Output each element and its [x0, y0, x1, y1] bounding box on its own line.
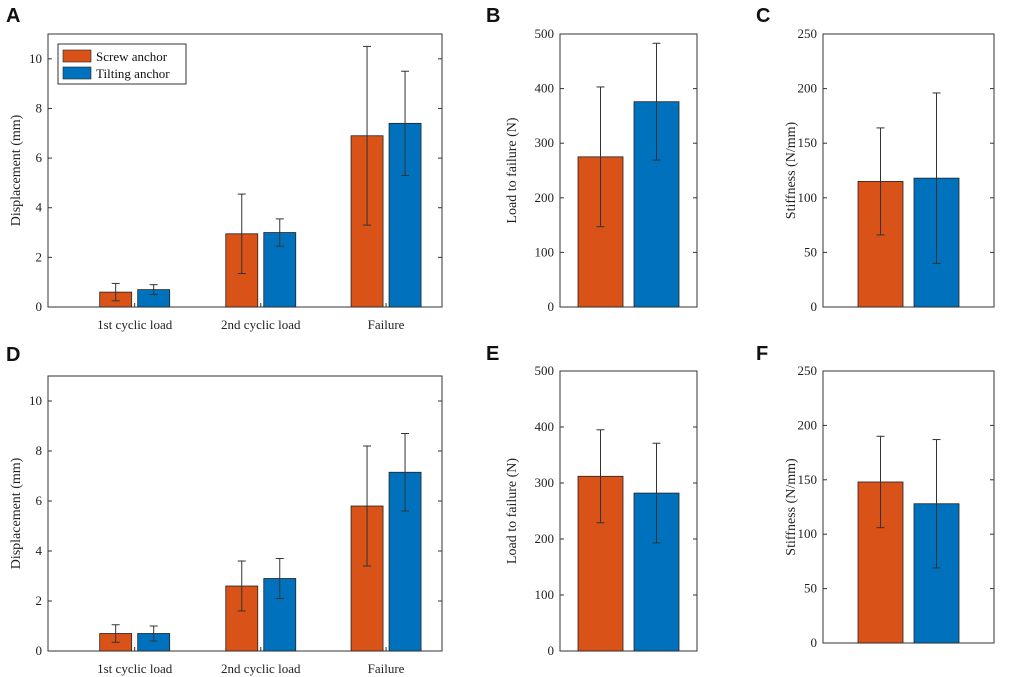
error-bar — [275, 218, 284, 247]
bar-tilting-anchor — [913, 503, 960, 644]
chart-panel-d: D 0 2 4 6 8 10 Displacement (mm) 1st cyclic load… — [6, 344, 443, 676]
y-axis-label: Stiffness (N/mm) — [784, 458, 799, 556]
y-tick-label: 200 — [798, 81, 818, 96]
y-tick-label: 0 — [811, 299, 818, 314]
error-bar — [596, 86, 605, 228]
error-bar — [401, 433, 410, 512]
y-tick-label: 6 — [36, 493, 43, 508]
y-tick-label: 150 — [798, 472, 818, 487]
y-tick-label: 2 — [36, 593, 43, 608]
x-tick-label: 1st cyclic load — [97, 661, 173, 676]
y-tick-label: 150 — [798, 135, 818, 150]
error-bar — [652, 442, 661, 544]
y-axis-label: Displacement (mm) — [9, 457, 24, 569]
legend-label: Tilting anchor — [96, 66, 170, 81]
chart-panel-f: F 0 50 100 150 200 250 Stiffness (N/mm) — [756, 343, 995, 650]
panel-label: F — [756, 343, 768, 365]
legend-swatch — [62, 66, 92, 80]
panel-label: E — [486, 343, 499, 365]
y-tick-label: 4 — [36, 200, 43, 215]
y-tick-label: 10 — [29, 393, 42, 408]
y-tick-label: 200 — [535, 190, 555, 205]
y-axis-label: Load to failure (N) — [505, 117, 520, 223]
y-tick-label: 100 — [798, 190, 818, 205]
error-bar — [149, 284, 158, 296]
y-tick-label: 400 — [535, 81, 555, 96]
bar-tilting-anchor — [263, 232, 297, 308]
error-bar — [237, 193, 246, 274]
y-tick-label: 300 — [535, 475, 555, 490]
y-tick-label: 300 — [535, 135, 555, 150]
y-tick-label: 200 — [535, 531, 555, 546]
error-bar — [876, 127, 885, 236]
legend-swatch — [62, 49, 92, 63]
error-bar — [111, 282, 120, 302]
legend: Screw anchor Tilting anchor — [57, 43, 187, 85]
y-tick-label: 400 — [535, 419, 555, 434]
axes-box — [559, 33, 698, 308]
x-tick-label: Failure — [368, 661, 405, 676]
error-bar — [401, 70, 410, 176]
y-axis-label: Displacement (mm) — [9, 114, 24, 226]
y-tick-label: 100 — [535, 244, 555, 259]
y-tick-label: 50 — [804, 244, 817, 259]
error-bar — [876, 435, 885, 529]
error-bar — [363, 45, 372, 226]
panel-label: B — [486, 5, 500, 27]
axes-box — [559, 370, 698, 652]
error-bar — [596, 429, 605, 524]
y-axis-label: Stiffness (N/mm) — [784, 121, 799, 219]
y-tick-label: 8 — [36, 100, 43, 115]
axes-box — [822, 370, 995, 644]
error-bar — [237, 560, 246, 612]
y-tick-label: 250 — [798, 26, 818, 41]
y-tick-label: 0 — [548, 299, 555, 314]
y-tick-label: 100 — [535, 587, 555, 602]
y-tick-label: 0 — [36, 299, 43, 314]
error-bar — [111, 624, 120, 643]
y-tick-label: 100 — [798, 526, 818, 541]
y-tick-label: 8 — [36, 443, 43, 458]
error-bar — [652, 42, 661, 161]
chart-panel-b: B 0 100 200 300 400 500 Load to failure (N) — [486, 5, 698, 314]
y-tick-label: 50 — [804, 581, 817, 596]
x-tick-label: Failure — [368, 317, 405, 332]
y-tick-label: 250 — [798, 363, 818, 378]
panel-label: D — [6, 344, 20, 366]
error-bar — [275, 558, 284, 599]
y-tick-label: 200 — [798, 417, 818, 432]
error-bar — [149, 625, 158, 642]
y-tick-label: 0 — [36, 643, 43, 658]
y-axis-label: Load to failure (N) — [505, 458, 520, 564]
y-tick-label: 10 — [29, 51, 42, 66]
y-tick-label: 0 — [811, 635, 818, 650]
panel-label: A — [6, 5, 20, 27]
y-tick-label: 500 — [535, 363, 555, 378]
error-bar — [363, 445, 372, 567]
x-tick-label: 2nd cyclic load — [221, 317, 301, 332]
panel-label: C — [756, 5, 770, 27]
y-tick-label: 0 — [548, 643, 555, 658]
axes-box — [822, 33, 995, 308]
y-tick-label: 4 — [36, 543, 43, 558]
chart-panel-c: C 0 50 100 150 200 250 Stiffness (N/mm) — [756, 5, 995, 314]
x-tick-label: 1st cyclic load — [97, 317, 173, 332]
y-tick-label: 500 — [535, 26, 555, 41]
error-bar — [932, 92, 941, 264]
x-tick-label: 2nd cyclic load — [221, 661, 301, 676]
legend-label: Screw anchor — [96, 49, 168, 64]
chart-panel-a: A 0 2 4 6 8 10 Displacement (mm) 1st cyclic load… — [6, 5, 443, 332]
error-bar — [932, 439, 941, 569]
y-tick-label: 6 — [36, 150, 43, 165]
y-tick-label: 2 — [36, 249, 43, 264]
chart-panel-e: E 0 100 200 300 400 500 Load to failure (N) — [486, 343, 698, 658]
